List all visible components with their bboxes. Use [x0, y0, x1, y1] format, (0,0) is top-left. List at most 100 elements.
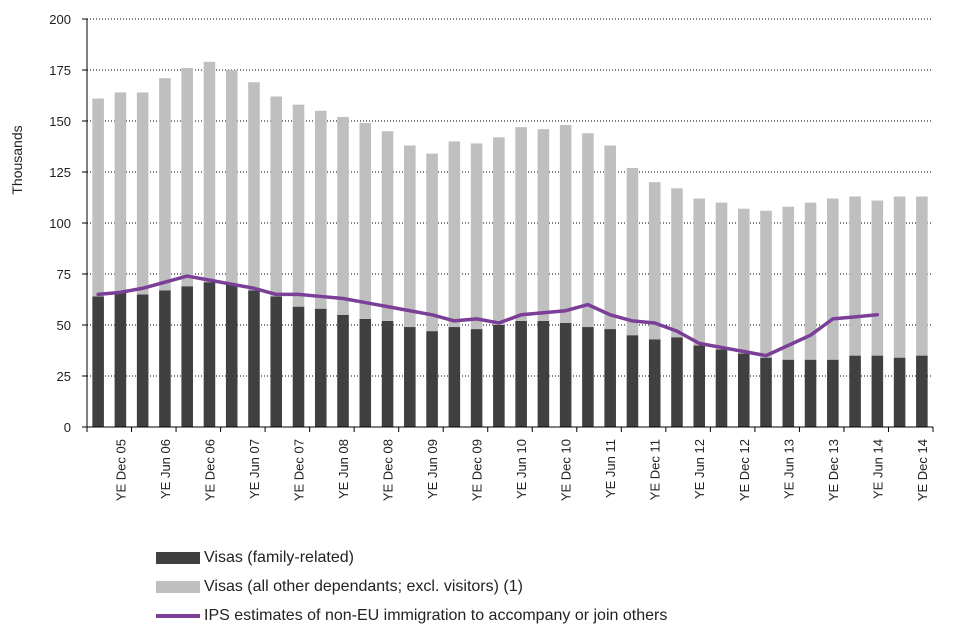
y-axis-label: Thousands: [9, 125, 25, 194]
legend-label-ips-estimates: IPS estimates of non-EU immigration to a…: [204, 606, 668, 624]
y-tick-label: 25: [57, 369, 71, 384]
y-tick-label: 150: [49, 114, 71, 129]
bar-family-visas: [737, 353, 750, 427]
bar-family-visas: [537, 320, 550, 427]
x-tick-label: YE Dec 07: [292, 439, 307, 501]
axes: [82, 18, 934, 432]
bar-family-visas: [871, 355, 884, 427]
bar-family-visas: [292, 306, 305, 427]
bar-family-visas: [314, 308, 327, 427]
bar-other-dependants: [671, 188, 683, 338]
legend-item-ips-estimates: IPS estimates of non-EU immigration to a…: [156, 601, 667, 630]
x-tick-label: YE Jun 07: [247, 439, 262, 499]
y-tick-label: 100: [49, 216, 71, 231]
bar-family-visas: [827, 359, 839, 427]
x-tick-label: YE Dec 11: [648, 439, 663, 500]
legend-swatch-family-visas: [156, 551, 200, 564]
x-tick-label: YE Dec 05: [113, 439, 128, 501]
bar-family-visas: [203, 282, 216, 427]
y-tick-label: 125: [49, 165, 71, 180]
bar-other-dependants: [203, 61, 216, 283]
bar-other-dependants: [715, 202, 728, 350]
bar-other-dependants: [916, 196, 928, 356]
bar-other-dependants: [136, 92, 149, 295]
bar-other-dependants: [248, 82, 260, 291]
x-tick-label: YE Dec 09: [470, 439, 485, 501]
bar-other-dependants: [827, 198, 839, 360]
legend: Visas (family-related) Visas (all other …: [156, 543, 667, 630]
bar-family-visas: [225, 284, 238, 427]
bar-other-dependants: [604, 145, 616, 330]
bar-family-visas: [648, 339, 661, 427]
bar-other-dependants: [314, 110, 327, 309]
bar-other-dependants: [849, 196, 861, 356]
bar-family-visas: [893, 357, 906, 427]
bar-family-visas: [604, 329, 616, 427]
bar-other-dependants: [159, 78, 171, 291]
x-tick-label: YE Jun 14: [870, 439, 885, 499]
bar-other-dependants: [804, 202, 817, 360]
bar-family-visas: [515, 320, 527, 427]
x-tick-label: YE Jun 06: [158, 439, 173, 499]
y-tick-label: 50: [57, 318, 71, 333]
bar-other-dependants: [292, 104, 305, 307]
bar-family-visas: [159, 290, 171, 427]
y-tick-labels: 0 25 50 75 100 125 150 175 200: [49, 12, 71, 435]
x-tick-label: YE Dec 06: [202, 439, 217, 501]
bar-other-dependants: [893, 196, 906, 358]
bar-family-visas: [804, 359, 817, 427]
bar-other-dependants: [381, 131, 394, 321]
bar-family-visas: [626, 335, 639, 427]
bar-other-dependants: [737, 208, 750, 354]
bar-family-visas: [715, 349, 728, 427]
bar-family-visas: [270, 296, 283, 427]
bar-family-visas: [782, 359, 795, 427]
line-layer: [96, 274, 880, 358]
legend-label-other-dependants: Visas (all other dependants; excl. visit…: [204, 577, 523, 595]
legend-swatch-ips-estimates: [156, 613, 200, 618]
bar-other-dependants: [626, 167, 639, 336]
bar-other-dependants: [782, 206, 795, 360]
bar-other-dependants: [181, 67, 193, 287]
y-tick-label: 200: [49, 12, 71, 27]
bar-other-dependants: [448, 141, 461, 328]
bar-family-visas: [114, 292, 127, 427]
bar-other-dependants: [92, 98, 104, 297]
bar-family-visas: [916, 355, 928, 427]
bar-other-dependants: [693, 198, 706, 346]
bar-other-dependants: [559, 125, 572, 323]
bar-other-dependants: [470, 143, 483, 330]
bar-other-dependants: [225, 70, 238, 285]
bar-family-visas: [693, 345, 706, 427]
legend-item-other-dependants: Visas (all other dependants; excl. visit…: [156, 572, 667, 601]
y-tick-label: 0: [64, 420, 71, 435]
x-tick-label: YE Dec 10: [559, 439, 574, 501]
bar-family-visas: [181, 286, 193, 427]
bar-family-visas: [426, 331, 438, 427]
bar-other-dependants: [270, 96, 283, 297]
legend-item-family-visas: Visas (family-related): [156, 543, 667, 572]
bar-other-dependants: [582, 133, 594, 328]
bar-family-visas: [248, 290, 260, 427]
y-tick-label: 75: [57, 267, 71, 282]
bar-other-dependants: [337, 116, 349, 315]
bar-family-visas: [582, 327, 594, 427]
legend-label-family-visas: Visas (family-related): [204, 548, 354, 566]
bar-family-visas: [337, 314, 349, 427]
bar-other-dependants: [648, 182, 661, 340]
bar-family-visas: [559, 322, 572, 427]
bar-family-visas: [381, 320, 394, 427]
bar-other-dependants: [359, 123, 372, 319]
bar-family-visas: [136, 294, 149, 427]
x-tick-label: YE Dec 08: [381, 439, 396, 501]
bar-other-dependants: [537, 129, 550, 321]
bar-family-visas: [849, 355, 861, 427]
bar-other-dependants: [760, 210, 772, 358]
bar-other-dependants: [426, 153, 438, 332]
x-tick-labels: YE Dec 05 YE Jun 06 YE Dec 06 YE Jun 07 YE D…: [113, 439, 929, 501]
bar-family-visas: [671, 337, 683, 427]
bar-other-dependants: [493, 137, 505, 325]
bar-family-visas: [470, 329, 483, 427]
legend-swatch-other-dependants: [156, 580, 200, 593]
